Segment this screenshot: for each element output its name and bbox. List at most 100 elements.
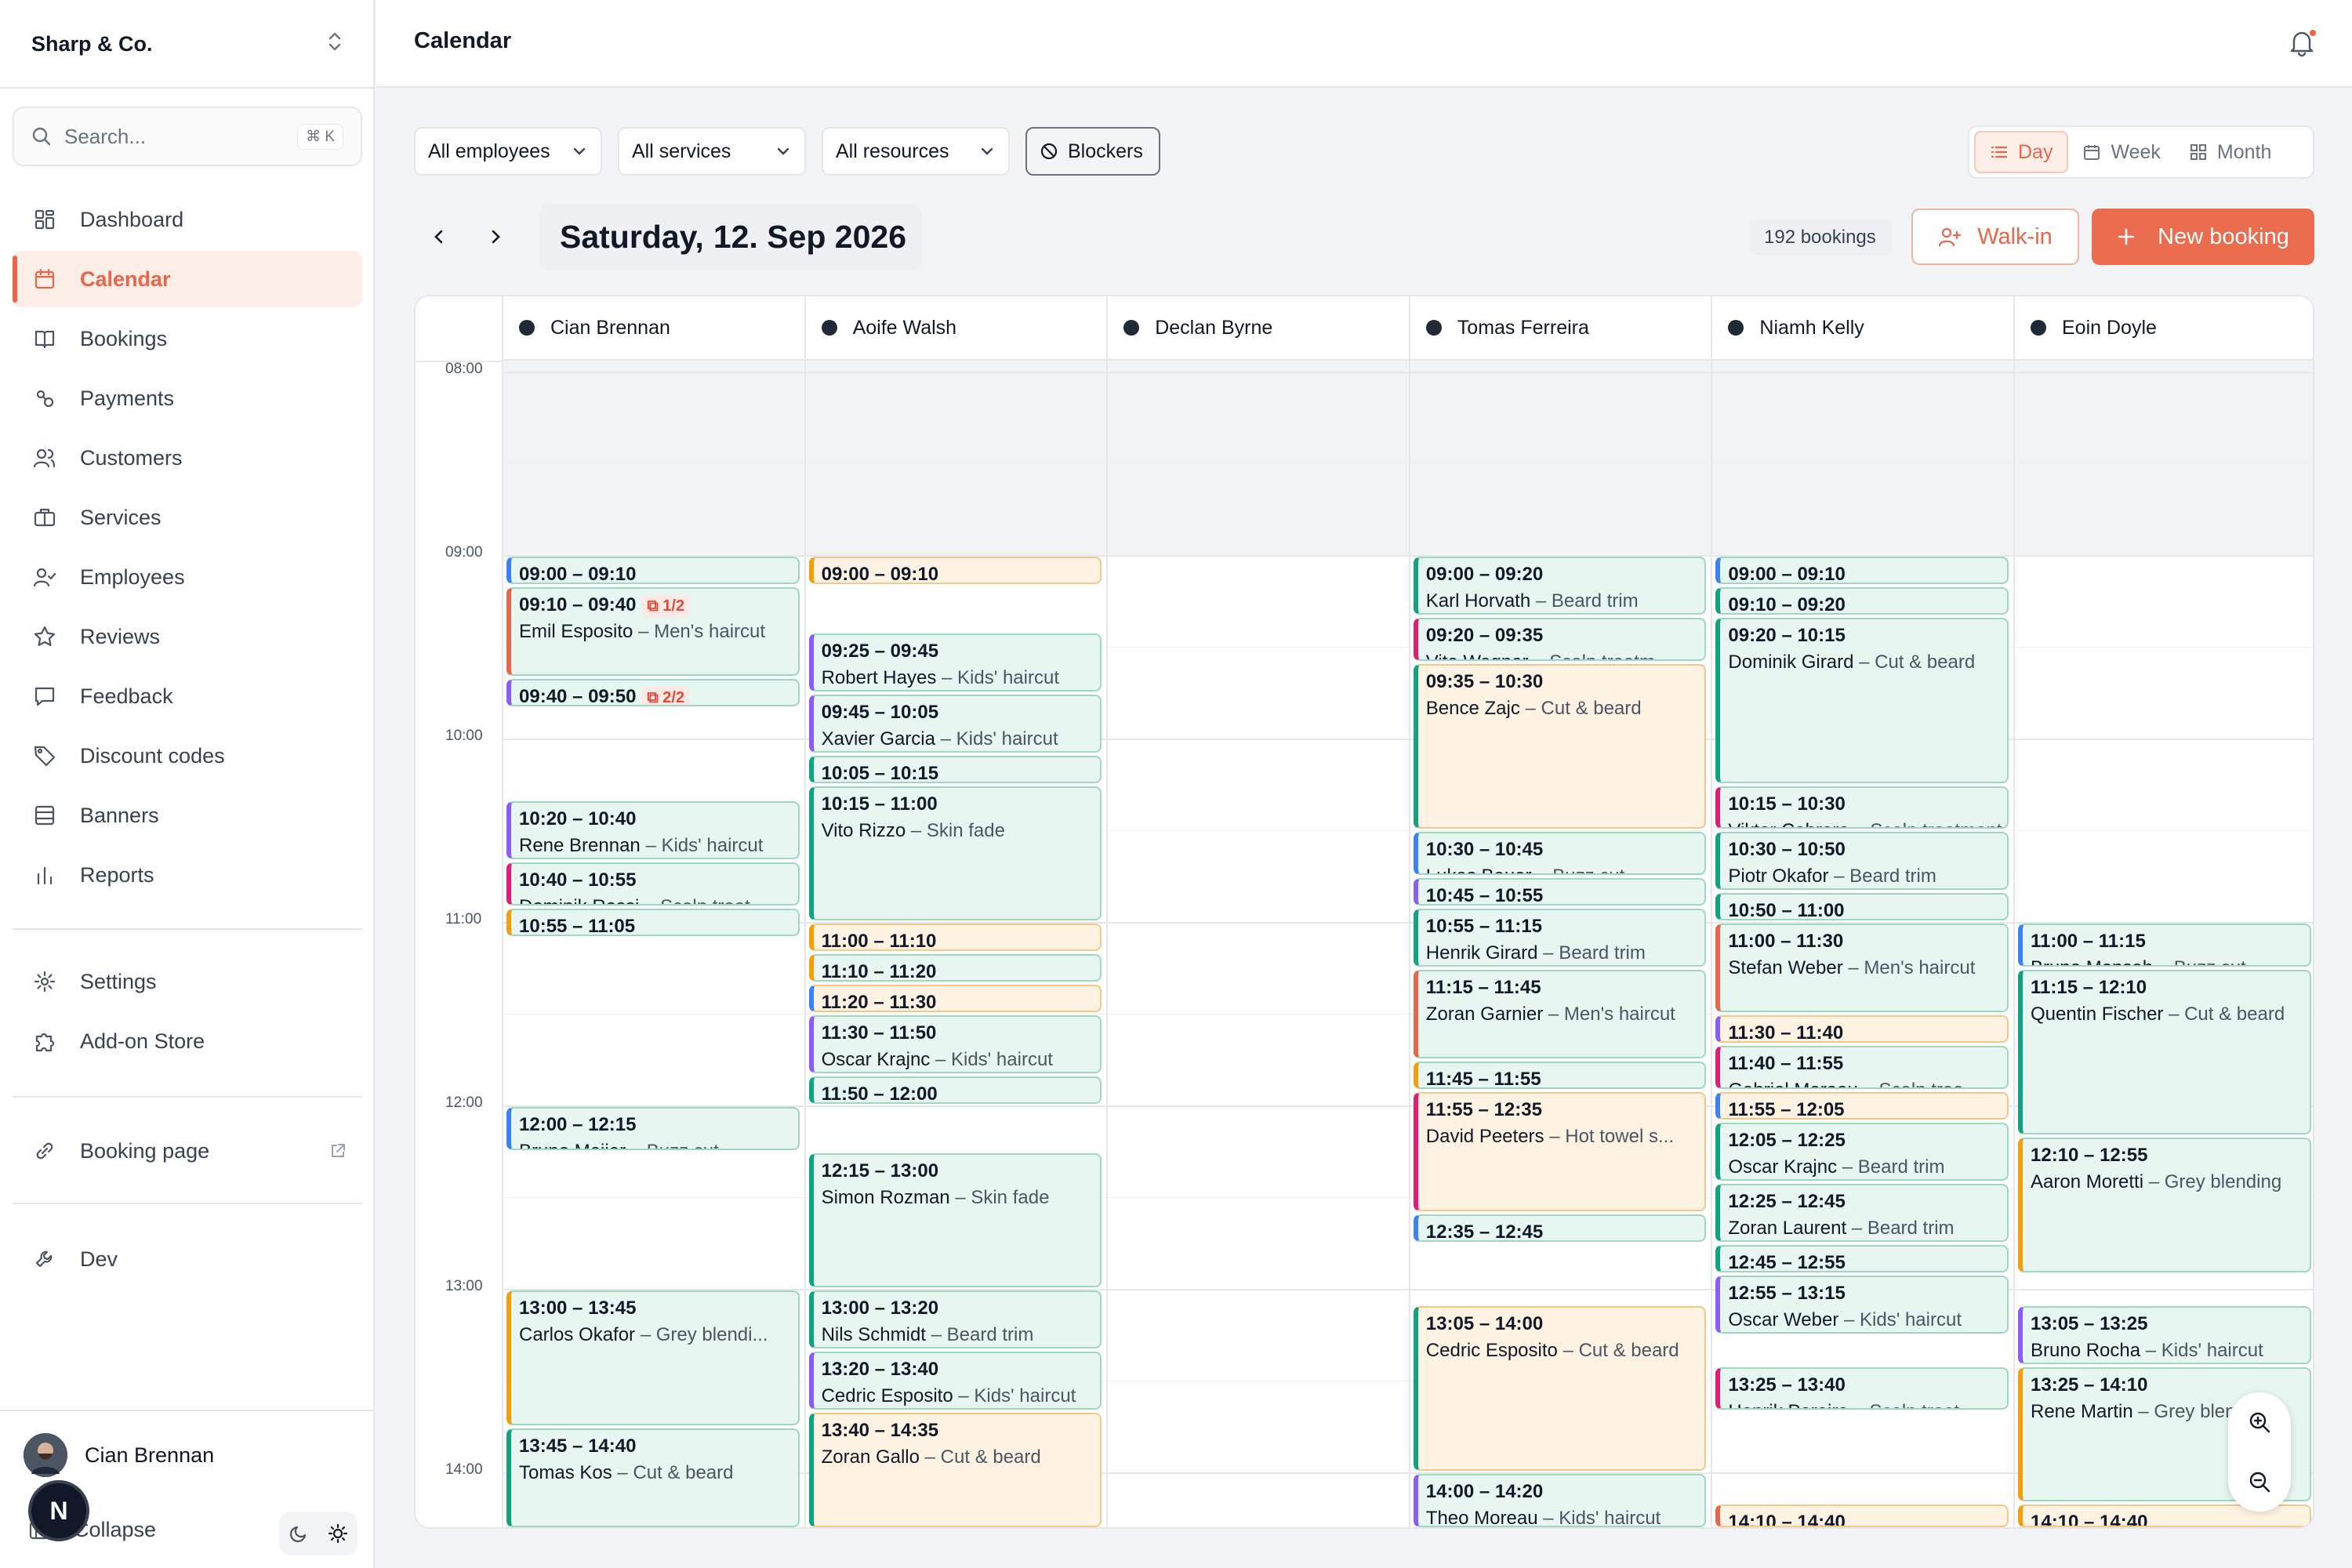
booking-event[interactable]: 13:20 – 13:40 Cedric Esposito – Kids' hai… xyxy=(808,1352,1102,1410)
booking-event[interactable]: 12:00 – 12:15 Bruno Meijer – Buzz cut xyxy=(506,1107,800,1150)
booking-page-link[interactable]: Booking page xyxy=(13,1123,362,1179)
collapse-button[interactable]: Collapse xyxy=(28,1518,156,1542)
blockers-toggle[interactable]: Blockers xyxy=(1025,127,1160,176)
sidebar-item-add-on-store[interactable]: Add-on Store xyxy=(13,1013,362,1069)
booking-event[interactable]: 10:55 – 11:15 Henrik Girard – Beard trim xyxy=(1413,908,1707,967)
employee-column-header[interactable]: Tomas Ferreira xyxy=(1408,296,1711,361)
booking-event[interactable]: 11:10 – 11:20 xyxy=(808,954,1102,982)
sidebar-item-reports[interactable]: Reports xyxy=(13,847,362,903)
booking-event[interactable]: 11:15 – 11:45 Zoran Garnier – Men's hairc… xyxy=(1413,969,1707,1058)
new-booking-button[interactable]: New booking xyxy=(2092,209,2314,265)
employee-column-header[interactable]: Eoin Doyle xyxy=(2013,296,2313,361)
booking-event[interactable]: 13:45 – 14:40 Tomas Kos – Cut & beard xyxy=(506,1428,800,1527)
booking-event[interactable]: 11:00 – 11:30 Stefan Weber – Men's haircu… xyxy=(1715,924,2009,1012)
booking-event[interactable]: 09:20 – 10:15 Dominik Girard – Cut & bear… xyxy=(1715,618,2009,783)
sidebar-item-feedback[interactable]: Feedback xyxy=(13,668,362,724)
user-profile[interactable]: Cian Brennan xyxy=(24,1433,214,1477)
sidebar-item-bookings[interactable]: Bookings xyxy=(13,310,362,367)
sidebar-item-payments[interactable]: Payments xyxy=(13,370,362,426)
booking-event[interactable]: 11:45 – 11:55 xyxy=(1413,1061,1707,1089)
booking-event[interactable]: 11:30 – 11:50 Oscar Krajnc – Kids' haircu… xyxy=(808,1015,1102,1073)
sidebar-item-customers[interactable]: Customers xyxy=(13,430,362,486)
booking-event[interactable]: 12:15 – 13:00 Simon Rozman – Skin fade xyxy=(808,1152,1102,1287)
booking-event[interactable]: 09:40 – 09:50 ⧉ 2/2 xyxy=(506,679,800,706)
booking-event[interactable]: 13:00 – 13:45 Carlos Okafor – Grey blendi… xyxy=(506,1290,800,1425)
booking-event[interactable]: 12:55 – 13:15 Oscar Weber – Kids' haircut xyxy=(1715,1275,2009,1334)
booking-event[interactable]: 09:25 – 09:45 Robert Hayes – Kids' haircu… xyxy=(808,633,1102,691)
services-filter[interactable]: All services xyxy=(618,127,806,176)
booking-event[interactable]: 11:55 – 12:05 xyxy=(1715,1091,2009,1120)
booking-event[interactable]: 13:05 – 13:25 Bruno Rocha – Kids' haircut xyxy=(2018,1305,2311,1364)
booking-event[interactable]: 09:35 – 10:30 Bence Zajc – Cut & beard xyxy=(1413,663,1707,829)
booking-event[interactable]: 09:20 – 09:35 Vito Wagner – Scalp treatm xyxy=(1413,618,1707,661)
booking-event[interactable]: 11:40 – 11:55 Gabriel Moreau – Scalp trea xyxy=(1715,1046,2009,1089)
next-day-button[interactable] xyxy=(480,221,511,252)
search-input[interactable]: Search... ⌘ K xyxy=(13,107,362,166)
booking-event[interactable]: 12:45 – 12:55 xyxy=(1715,1244,2009,1272)
booking-event[interactable]: 14:00 – 14:20 Theo Moreau – Kids' haircut xyxy=(1413,1474,1707,1527)
booking-event[interactable]: 10:40 – 10:55 Dominik Rossi – Scalp treat xyxy=(506,862,800,906)
booking-event[interactable]: 14:10 – 14:40 xyxy=(1715,1504,2009,1527)
employees-filter[interactable]: All employees xyxy=(414,127,602,176)
booking-event[interactable]: 11:55 – 12:35 David Peeters – Hot towel s… xyxy=(1413,1091,1707,1211)
booking-event[interactable]: 11:00 – 11:10 xyxy=(808,924,1102,951)
sidebar-item-discount-codes[interactable]: Discount codes xyxy=(13,728,362,784)
sidebar-item-services[interactable]: Services xyxy=(13,489,362,546)
booking-event[interactable]: 10:55 – 11:05 xyxy=(506,908,800,936)
bell-icon[interactable] xyxy=(2286,27,2318,58)
employee-column-header[interactable]: Niamh Kelly xyxy=(1711,296,2013,361)
theme-toggle[interactable] xyxy=(279,1512,358,1555)
booking-event[interactable]: 11:20 – 11:30 xyxy=(808,985,1102,1012)
moon-icon[interactable] xyxy=(289,1523,309,1544)
booking-event[interactable]: 09:45 – 10:05 Xavier Garcia – Kids' hairc… xyxy=(808,694,1102,753)
booking-event[interactable]: 09:00 – 09:10 xyxy=(506,557,800,584)
booking-event[interactable]: 11:15 – 12:10 Quentin Fischer – Cut & bea… xyxy=(2018,969,2311,1134)
booking-event[interactable]: 09:10 – 09:40 ⧉ 1/2 Emil Esposito – Men's … xyxy=(506,587,800,676)
zoom-in-icon[interactable] xyxy=(2247,1410,2272,1435)
employee-column-header[interactable]: Cian Brennan xyxy=(502,296,804,361)
sidebar-item-dashboard[interactable]: Dashboard xyxy=(13,191,362,248)
view-week-button[interactable]: Week xyxy=(2068,131,2174,173)
booking-event[interactable]: 13:05 – 14:00 Cedric Esposito – Cut & bea… xyxy=(1413,1305,1707,1471)
booking-event[interactable]: 12:05 – 12:25 Oscar Krajnc – Beard trim xyxy=(1715,1122,2009,1181)
sidebar-item-settings[interactable]: Settings xyxy=(13,953,362,1010)
booking-event[interactable]: 10:30 – 10:45 Lukas Bauer – Buzz cut xyxy=(1413,832,1707,875)
booking-event[interactable]: 09:10 – 09:20 xyxy=(1715,587,2009,615)
view-month-button[interactable]: Month xyxy=(2175,131,2285,173)
booking-event[interactable]: 10:45 – 10:55 xyxy=(1413,877,1707,906)
booking-event[interactable]: 10:15 – 11:00 Vito Rizzo – Skin fade xyxy=(808,786,1102,920)
booking-event[interactable]: 10:05 – 10:15 xyxy=(808,755,1102,783)
prev-day-button[interactable] xyxy=(423,221,455,252)
booking-event[interactable]: 10:30 – 10:50 Piotr Okafor – Beard trim xyxy=(1715,832,2009,890)
view-day-button[interactable]: Day xyxy=(1974,131,2069,173)
sidebar-item-reviews[interactable]: Reviews xyxy=(13,608,362,665)
booking-event[interactable]: 10:15 – 10:30 Viktor Cabrera – Scalp trea… xyxy=(1715,786,2009,829)
booking-event[interactable]: 09:00 – 09:20 Karl Horvath – Beard trim xyxy=(1413,557,1707,615)
zoom-out-icon[interactable] xyxy=(2247,1469,2272,1494)
booking-event[interactable]: 11:50 – 12:00 xyxy=(808,1076,1102,1104)
booking-event[interactable]: 12:10 – 12:55 Aaron Moretti – Grey blendi… xyxy=(2018,1138,2311,1272)
booking-event[interactable]: 13:40 – 14:35 Zoran Gallo – Cut & beard xyxy=(808,1413,1102,1527)
resources-filter[interactable]: All resources xyxy=(822,127,1010,176)
booking-event[interactable]: 13:25 – 13:40 Henrik Pereira – Scalp trea… xyxy=(1715,1367,2009,1410)
employee-column-header[interactable]: Declan Byrne xyxy=(1106,296,1409,361)
sidebar-item-employees[interactable]: Employees xyxy=(13,549,362,605)
notification-badge[interactable]: N xyxy=(28,1480,89,1541)
booking-event[interactable]: 09:00 – 09:10 xyxy=(1715,557,2009,584)
booking-event[interactable]: 13:00 – 13:20 Nils Schmidt – Beard trim xyxy=(808,1290,1102,1348)
booking-event[interactable]: 10:20 – 10:40 Rene Brennan – Kids' haircu… xyxy=(506,801,800,859)
booking-event[interactable]: 09:00 – 09:10 xyxy=(808,557,1102,584)
booking-event[interactable]: 11:30 – 11:40 xyxy=(1715,1015,2009,1043)
booking-event[interactable]: 10:50 – 11:00 xyxy=(1715,893,2009,920)
employee-column-header[interactable]: Aoife Walsh xyxy=(804,296,1107,361)
date-picker[interactable]: Saturday, 12. Sep 2026 xyxy=(539,204,922,270)
booking-event[interactable]: 12:35 – 12:45 xyxy=(1413,1214,1707,1242)
sun-icon[interactable] xyxy=(328,1523,348,1544)
dev-link[interactable]: Dev xyxy=(13,1231,362,1287)
walk-in-button[interactable]: Walk-in xyxy=(1911,209,2079,265)
org-switcher[interactable]: Sharp & Co. xyxy=(31,27,345,61)
sidebar-item-calendar[interactable]: Calendar xyxy=(13,251,362,307)
sidebar-item-banners[interactable]: Banners xyxy=(13,787,362,844)
booking-event[interactable]: 11:00 – 11:15 Bruno Mensah – Buzz cut xyxy=(2018,924,2311,967)
booking-event[interactable]: 12:25 – 12:45 Zoran Laurent – Beard trim xyxy=(1715,1183,2009,1242)
